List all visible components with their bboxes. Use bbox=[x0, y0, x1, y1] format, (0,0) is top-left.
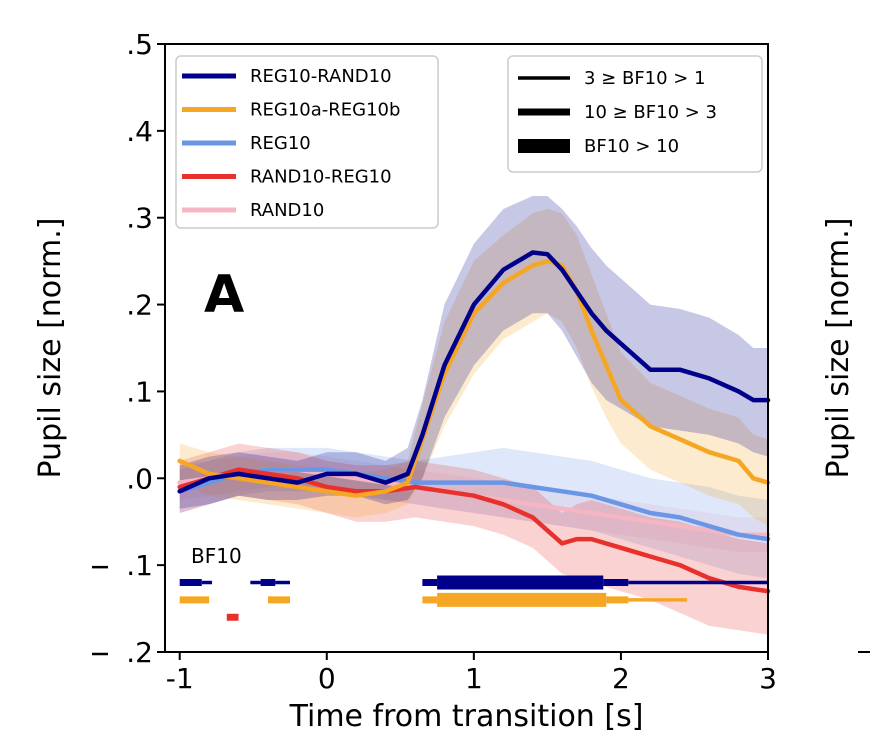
band-reg10 bbox=[179, 447, 768, 579]
bf-legend-label-3: BF10 > 10 bbox=[584, 136, 679, 157]
bf-title: BF10 bbox=[191, 544, 242, 568]
x-axis-ticks: -1 0 1 2 3 bbox=[166, 652, 777, 695]
legend-label-reg10-rand10: REG10-RAND10 bbox=[250, 66, 392, 87]
band-rand10 bbox=[179, 452, 768, 553]
x-tick-label: 3 bbox=[759, 662, 777, 695]
legend-label-rand10: RAND10 bbox=[250, 200, 324, 221]
series-lines bbox=[177, 250, 771, 594]
y-tick-label: .0 bbox=[126, 462, 153, 495]
y-tick-label: .2 bbox=[126, 289, 153, 322]
legend-label-reg10: REG10 bbox=[250, 133, 311, 154]
y-tick-label: .5 bbox=[126, 28, 153, 61]
bf-legend-label-1: 3 ≥ BF10 > 1 bbox=[584, 68, 706, 89]
series-legend: REG10-RAND10 REG10a-REG10b REG10 RAND10-REG… bbox=[175, 55, 439, 229]
x-tick-label: 2 bbox=[612, 662, 630, 695]
bf-legend-box bbox=[507, 55, 763, 173]
x-axis-label: Time from transition [s] bbox=[289, 699, 644, 734]
band-reg10a-reg10b bbox=[179, 209, 768, 527]
x-tick-label: 1 bbox=[465, 662, 483, 695]
line-rand10-reg10 bbox=[177, 467, 771, 594]
line-reg10a-reg10b bbox=[177, 258, 771, 498]
y-axis-label: Pupil size [norm.] bbox=[33, 218, 68, 479]
panel-letter: A bbox=[204, 265, 244, 325]
legend-box bbox=[175, 55, 439, 229]
y-tick-label: .4 bbox=[126, 115, 153, 148]
bf-legend-label-2: 10 ≥ BF10 > 3 bbox=[584, 102, 717, 123]
y-tick-label: .2 bbox=[126, 636, 153, 669]
right-y-axis-label: Pupil size [norm.] bbox=[821, 218, 856, 479]
legend-label-reg10a-reg10b: REG10a-REG10b bbox=[250, 100, 400, 121]
y-tick-label: .1 bbox=[126, 375, 153, 408]
band-reg10-rand10 bbox=[179, 196, 768, 509]
line-reg10-rand10 bbox=[177, 250, 771, 494]
line-reg10 bbox=[177, 467, 771, 542]
y-tick-label: .1 bbox=[126, 549, 153, 582]
x-tick-label: -1 bbox=[166, 662, 194, 695]
bf-legend: 3 ≥ BF10 > 1 10 ≥ BF10 > 3 BF10 > 10 bbox=[507, 55, 763, 173]
bf-bars bbox=[179, 575, 768, 621]
legend-label-rand10-reg10: RAND10-REG10 bbox=[250, 167, 392, 188]
y-tick-label: .3 bbox=[126, 202, 153, 235]
y-axis-ticks: .5 .4 .3 .2 .1 .0 .1 .2 bbox=[92, 28, 165, 669]
plot-frame bbox=[164, 43, 769, 653]
x-tick-label: 0 bbox=[318, 662, 336, 695]
